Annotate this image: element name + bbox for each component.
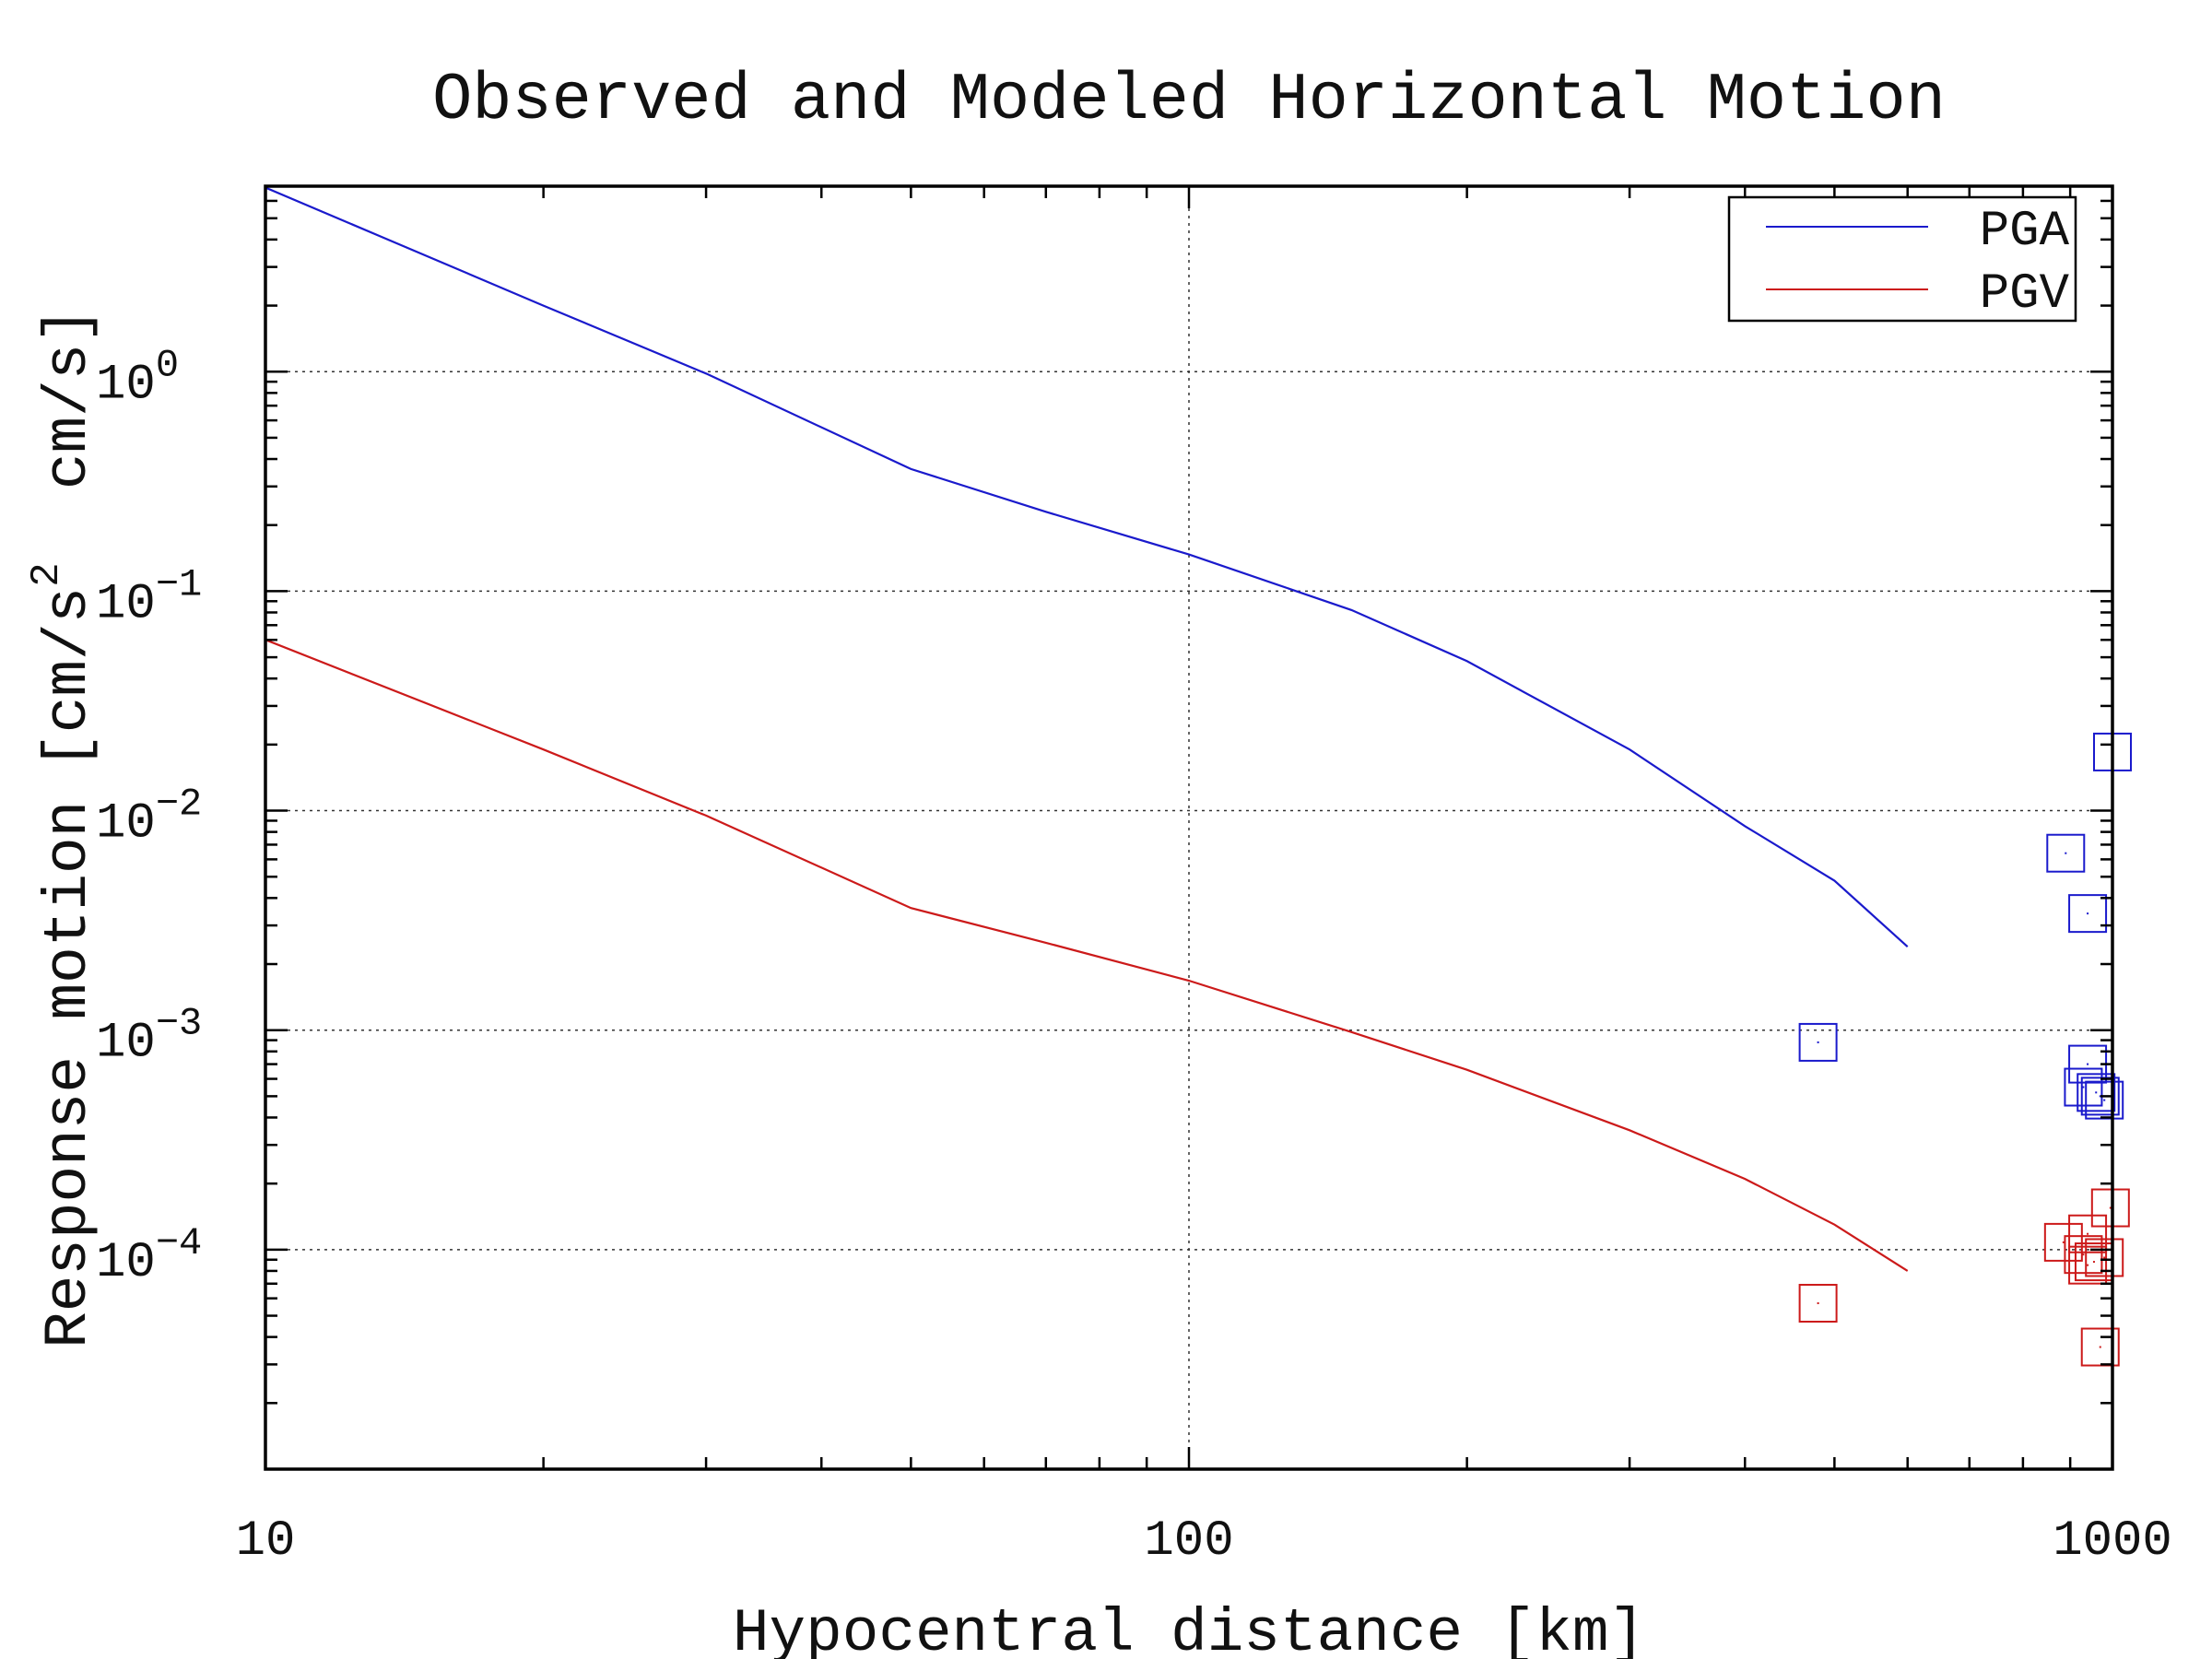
observed-marker-center xyxy=(2087,1063,2089,1065)
observed-marker xyxy=(2080,1327,2120,1367)
y-tick-exponent: 0 xyxy=(156,343,179,387)
y-tick-exponent: −1 xyxy=(156,562,202,606)
x-tick-label: 100 xyxy=(1144,1513,1233,1570)
x-tick-label: 1000 xyxy=(2053,1513,2172,1570)
observed-marker-center xyxy=(2099,1346,2101,1348)
y-axis-units-close: cm/s] xyxy=(34,307,103,562)
legend-box xyxy=(1727,195,2077,323)
y-tick-base: 10 xyxy=(96,1235,156,1291)
y-tick-label: 100 xyxy=(96,343,179,413)
y-tick-base: 10 xyxy=(96,796,156,853)
legend-pgv-label: PGV xyxy=(1980,266,2070,323)
axis-ticks xyxy=(264,184,2112,1471)
y-axis-units-open: [cm/s xyxy=(34,587,103,770)
grid xyxy=(265,186,2112,1469)
observed-marker-center xyxy=(2082,1253,2085,1256)
y-tick-label: 10−1 xyxy=(96,562,202,632)
y-tick-base: 10 xyxy=(96,576,156,632)
observed-marker-center xyxy=(2087,912,2089,915)
observed-marker xyxy=(2090,1188,2130,1228)
observed-marker-center xyxy=(1817,1041,1819,1043)
series-layer xyxy=(265,186,1909,1272)
y-tick-exponent: −2 xyxy=(156,782,202,827)
y-tick-base: 10 xyxy=(96,357,156,413)
observed-marker-center xyxy=(2103,1099,2106,1101)
observed-marker xyxy=(2068,894,2108,934)
x-tick-label: 10 xyxy=(236,1513,296,1570)
y-tick-label: 10−2 xyxy=(96,782,202,853)
observed-marker xyxy=(2064,1235,2103,1275)
observed-markers xyxy=(1798,732,2132,1367)
observed-marker-center xyxy=(2087,1264,2089,1266)
legend: PGA PGV xyxy=(1727,195,2077,323)
observed-marker xyxy=(1798,1022,1838,1062)
observed-marker-center xyxy=(2095,1091,2098,1094)
y-tick-label: 10−3 xyxy=(96,1002,202,1072)
chart-title: Observed and Modeled Horizontal Motion xyxy=(432,63,1946,138)
observed-marker-center xyxy=(2109,1206,2112,1209)
y-tick-label: 10−4 xyxy=(96,1221,202,1291)
legend-pga-label: PGA xyxy=(1980,204,2070,260)
y-tick-base: 10 xyxy=(96,1016,156,1072)
series-line-pga xyxy=(265,186,1909,948)
observed-marker xyxy=(2068,1245,2108,1285)
observed-marker-center xyxy=(2065,852,2067,854)
observed-marker xyxy=(1798,1283,1838,1323)
observed-marker-center xyxy=(2099,1095,2101,1098)
observed-marker xyxy=(2080,1077,2120,1116)
observed-marker-center xyxy=(2087,1232,2089,1235)
y-tick-exponent: −4 xyxy=(156,1221,202,1265)
observed-marker-center xyxy=(2082,1086,2085,1088)
observed-marker-center xyxy=(2062,1241,2065,1243)
observed-marker xyxy=(2085,1238,2124,1277)
plot-area xyxy=(265,186,2132,1367)
observed-marker xyxy=(2077,1073,2116,1112)
y-axis-label: Response motion [cm/s2 cm/s] xyxy=(24,307,103,1348)
observed-marker-center xyxy=(2103,1256,2106,1259)
observed-marker-center xyxy=(2092,1261,2095,1264)
observed-marker xyxy=(2046,833,2086,873)
y-tick-exponent: −3 xyxy=(156,1002,202,1046)
x-tick-labels: 10 100 1000 xyxy=(236,1513,2172,1570)
observed-marker-center xyxy=(1817,1301,1819,1304)
observed-marker xyxy=(2064,1067,2103,1107)
x-axis-label: Hypocentral distance [km] xyxy=(733,1599,1645,1659)
y-axis-label-text: Response motion xyxy=(34,801,103,1348)
series-line-pgv xyxy=(265,639,1909,1272)
y-axis-units-exponent: 2 xyxy=(24,562,70,586)
observed-marker xyxy=(2068,1214,2108,1253)
observed-marker xyxy=(2043,1222,2083,1262)
